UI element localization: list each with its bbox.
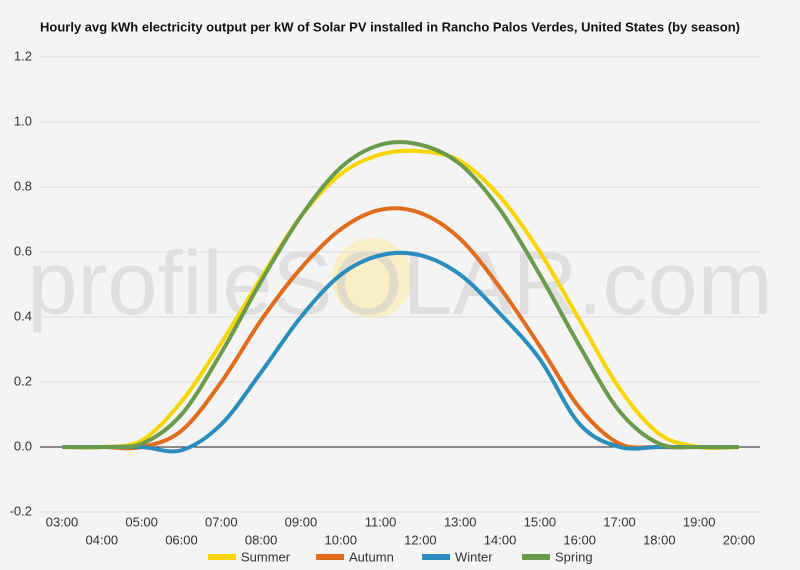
legend-label: Autumn (349, 549, 394, 564)
legend-swatch (316, 554, 344, 560)
legend-label: Spring (555, 549, 593, 564)
x-tick-label: 10:00 (324, 532, 357, 547)
x-tick-label: 04:00 (86, 532, 119, 547)
series-line (62, 250, 739, 454)
x-tick-label: 17:00 (603, 514, 636, 529)
legend-swatch (208, 554, 236, 560)
x-tick-label: 07:00 (205, 514, 238, 529)
y-tick-label: 0.8 (14, 178, 32, 193)
legend-swatch (522, 554, 550, 560)
y-tick-label: 1.0 (14, 113, 32, 128)
y-tick-label: 1.2 (14, 48, 32, 63)
x-tick-label: 06:00 (165, 532, 198, 547)
series-line (62, 206, 739, 451)
x-tick-label: 03:00 (46, 514, 79, 529)
x-tick-label: 15:00 (524, 514, 557, 529)
y-tick-label: -0.2 (10, 503, 32, 518)
x-tick-label: 14:00 (484, 532, 517, 547)
y-tick-label: 0.6 (14, 243, 32, 258)
series-line (61, 148, 740, 450)
x-tick-label: 12:00 (404, 532, 437, 547)
chart-title: Hourly avg kWh electricity output per kW… (40, 19, 740, 34)
x-tick-label: 20:00 (723, 532, 756, 547)
watermark: profileSOLAR.com (27, 234, 772, 334)
x-tick-label: 18:00 (643, 532, 676, 547)
y-tick-label: 0.4 (14, 308, 32, 323)
legend-swatch (422, 554, 450, 560)
y-tick-label: 0.0 (14, 438, 32, 453)
x-tick-label: 13:00 (444, 514, 477, 529)
x-tick-label: 09:00 (285, 514, 318, 529)
series-line (61, 140, 740, 450)
y-tick-label: 0.2 (14, 373, 32, 388)
x-tick-label: 05:00 (125, 514, 158, 529)
watermark-sun (332, 238, 412, 318)
x-tick-label: 08:00 (245, 532, 278, 547)
x-tick-label: 11:00 (365, 514, 397, 529)
legend-label: Summer (241, 549, 291, 564)
x-tick-label: 19:00 (683, 514, 716, 529)
x-tick-label: 16:00 (563, 532, 596, 547)
legend-label: Winter (455, 549, 493, 564)
